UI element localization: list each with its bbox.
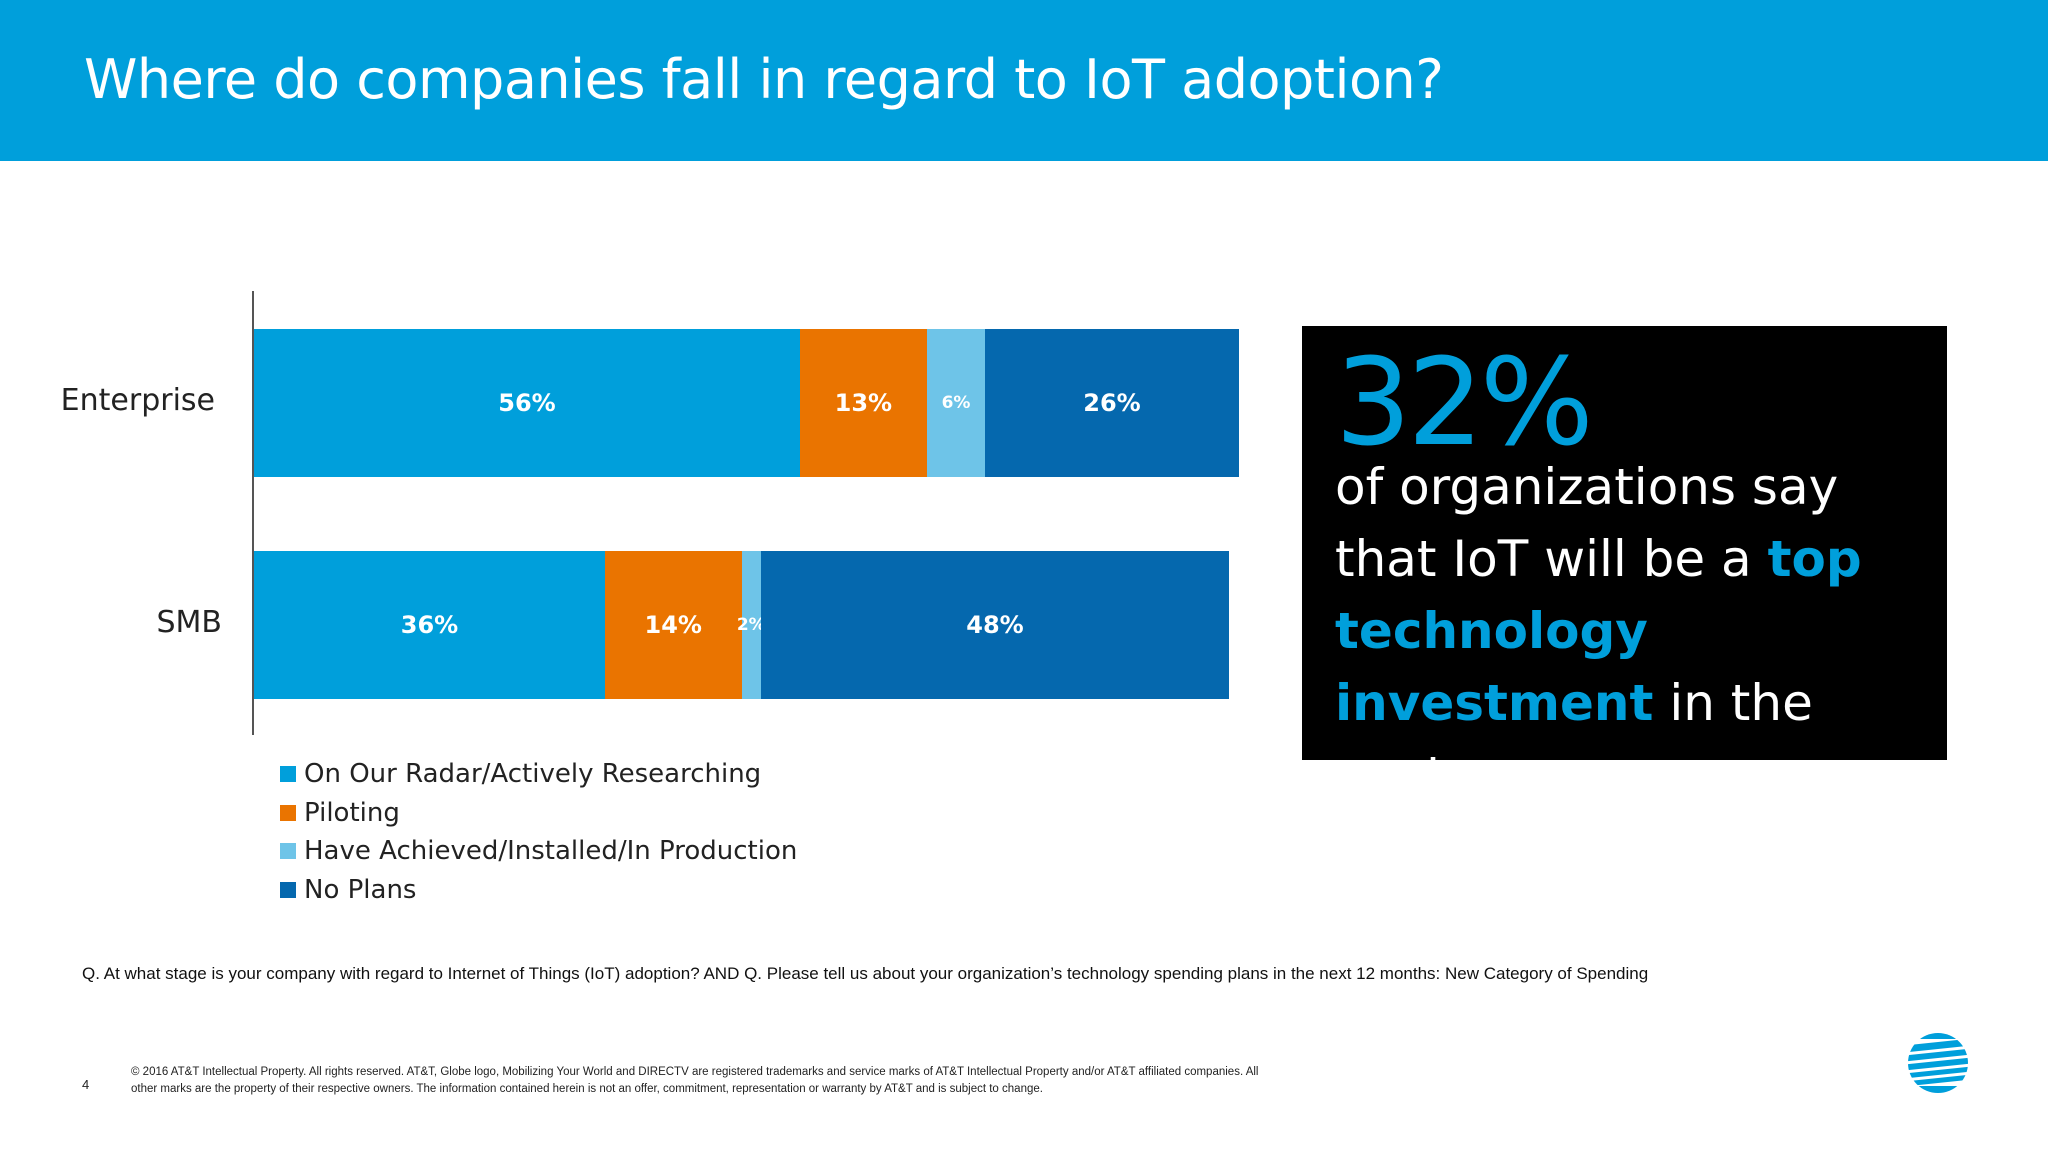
- data-label: 26%: [1083, 389, 1141, 417]
- callout-box: 32% of organizations say that IoT will b…: [1302, 326, 1947, 804]
- legend-label: Have Achieved/Installed/In Production: [304, 836, 798, 867]
- data-label: 36%: [400, 611, 459, 639]
- legend-item: No Plans: [280, 871, 797, 910]
- survey-question: Q. At what stage is your company with re…: [82, 964, 1649, 983]
- category-label-enterprise: Enterprise: [60, 383, 215, 418]
- legend-item: Have Achieved/Installed/In Production: [280, 832, 797, 871]
- legend-item: Piloting: [280, 794, 797, 833]
- callout-text: of organizations say that IoT will be a: [1335, 458, 1839, 588]
- bar-segment-smb-2: 2%: [737, 551, 766, 699]
- data-label: 48%: [966, 611, 1024, 639]
- data-label: 56%: [498, 389, 556, 417]
- data-label: 14%: [644, 611, 702, 639]
- callout-stat: 32%: [1335, 334, 1594, 473]
- legend-swatch: [280, 843, 296, 860]
- data-label: 6%: [941, 393, 971, 413]
- bar-segment-enterprise-2: 6%: [926, 329, 986, 477]
- bar-segment-smb-1: 14%: [605, 551, 742, 699]
- y-axis-line: [252, 291, 254, 735]
- page-title: Where do companies fall in regard to IoT…: [84, 48, 1444, 111]
- legend-swatch: [280, 804, 296, 821]
- callout-highlight: top technology investment: [1335, 530, 1862, 732]
- legend-swatch: [280, 766, 296, 783]
- legend-label: No Plans: [304, 875, 417, 906]
- legend-label: Piloting: [304, 797, 400, 828]
- header-bar: Where do companies fall in regard to IoT…: [0, 0, 2048, 161]
- page-number: 4: [82, 1077, 90, 1092]
- bar-segment-smb-3: 48%: [761, 551, 1229, 699]
- data-label: 13%: [834, 389, 893, 417]
- bar-segment-smb-0: 36%: [254, 551, 605, 699]
- callout-statement: of organizations say that IoT will be a …: [1335, 451, 1935, 811]
- bar-segment-enterprise-3: 26%: [985, 329, 1239, 477]
- legal-footer: © 2016 AT&T Intellectual Property. All r…: [131, 1066, 1259, 1095]
- legend-item: On Our Radar/Actively Researching: [280, 755, 797, 794]
- att-globe-logo-icon: [1908, 1033, 1968, 1093]
- legend-label: On Our Radar/Actively Researching: [304, 759, 762, 790]
- bar-segment-enterprise-0: 56%: [254, 329, 800, 477]
- data-label: 2%: [736, 615, 766, 635]
- bar-segment-enterprise-1: 13%: [800, 329, 927, 477]
- chart-legend: On Our Radar/Actively Researching Piloti…: [280, 755, 797, 909]
- callout-text-end: in the next year: [1335, 674, 1813, 804]
- category-label-smb: SMB: [156, 605, 222, 640]
- legend-swatch: [280, 882, 296, 899]
